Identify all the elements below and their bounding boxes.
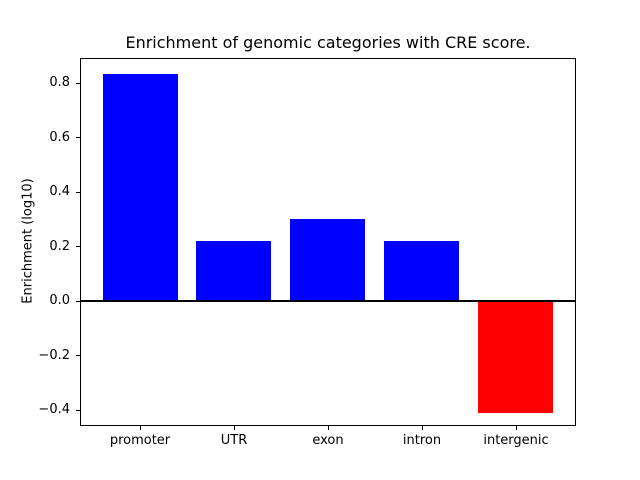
x-tick-label: promoter bbox=[109, 433, 171, 448]
chart-title: Enrichment of genomic categories with CR… bbox=[125, 33, 531, 52]
x-tick-label: intron bbox=[402, 433, 442, 448]
y-tick-label: 0.4 bbox=[49, 184, 70, 199]
y-tick-label: 0.6 bbox=[49, 130, 70, 145]
y-tick-mark bbox=[76, 192, 80, 193]
bar-intron bbox=[384, 241, 459, 301]
y-tick-mark bbox=[76, 83, 80, 84]
y-tick-mark bbox=[76, 137, 80, 138]
y-tick-mark bbox=[76, 410, 80, 411]
y-tick-label: 0.2 bbox=[49, 239, 70, 254]
x-tick-label: exon bbox=[312, 433, 344, 448]
x-tick-mark bbox=[328, 426, 329, 430]
y-tick-mark bbox=[76, 246, 80, 247]
y-tick-mark bbox=[76, 355, 80, 356]
x-tick-mark bbox=[422, 426, 423, 430]
bar-promoter bbox=[103, 74, 178, 300]
y-tick-label: −0.2 bbox=[38, 348, 70, 363]
bar-exon bbox=[290, 219, 365, 301]
y-tick-label: 0.0 bbox=[49, 293, 70, 308]
bar-intergenic bbox=[478, 301, 553, 413]
zero-line bbox=[80, 300, 576, 302]
x-tick-mark bbox=[234, 426, 235, 430]
y-tick-label: 0.8 bbox=[49, 75, 70, 90]
y-tick-label: −0.4 bbox=[38, 402, 70, 417]
x-tick-label: UTR bbox=[220, 433, 248, 448]
x-tick-mark bbox=[140, 426, 141, 430]
x-tick-mark bbox=[516, 426, 517, 430]
y-tick-mark bbox=[76, 301, 80, 302]
x-tick-label: intergenic bbox=[483, 433, 549, 448]
bar-UTR bbox=[196, 241, 271, 301]
